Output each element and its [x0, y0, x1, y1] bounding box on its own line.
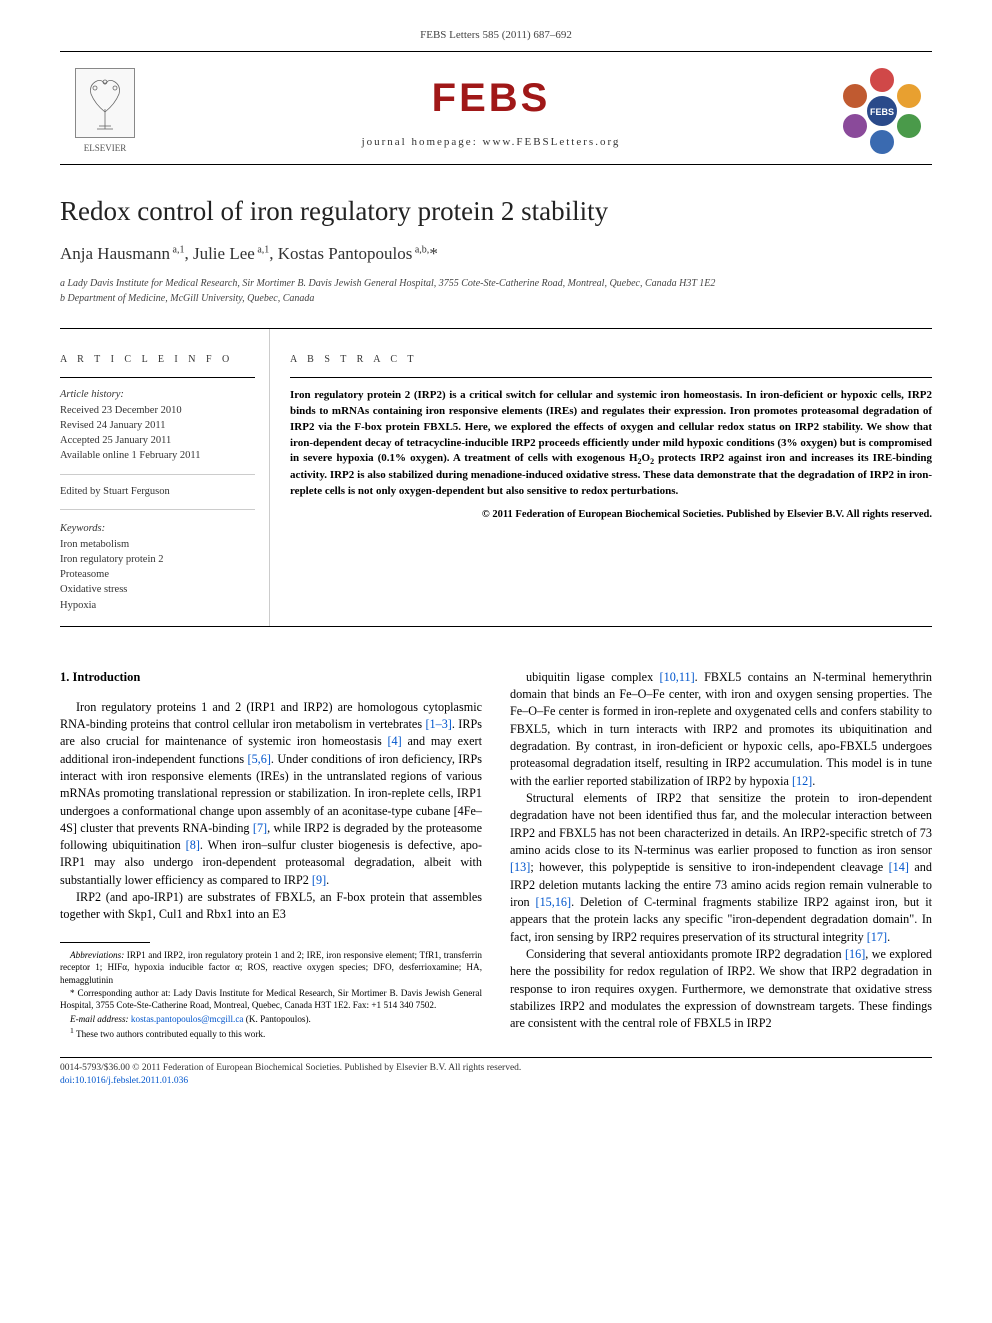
ref-13[interactable]: [13]: [510, 860, 530, 874]
abstract-label: A B S T R A C T: [290, 341, 932, 373]
svg-text:FEBS: FEBS: [870, 107, 894, 117]
footnote-rule: [60, 942, 150, 943]
abstract-copyright: © 2011 Federation of European Biochemica…: [290, 508, 932, 522]
footnote-corresp: * Corresponding author at: Lady Davis In…: [60, 987, 482, 1012]
history-online: Available online 1 February 2011: [60, 449, 255, 463]
author-1: Anja Hausmann: [60, 244, 170, 263]
paragraph-4: Considering that several antioxidants pr…: [510, 946, 932, 1033]
journal-reference: FEBS Letters 585 (2011) 687–692: [60, 28, 932, 43]
ref-7[interactable]: [7]: [253, 821, 267, 835]
history-accepted: Accepted 25 January 2011: [60, 434, 255, 448]
article-info-panel: A R T I C L E I N F O Article history: R…: [60, 329, 270, 626]
info-abstract-row: A R T I C L E I N F O Article history: R…: [60, 328, 932, 627]
footnote-equal: 1 These two authors contributed equally …: [60, 1026, 482, 1040]
ref-1-3[interactable]: [1–3]: [425, 717, 451, 731]
ref-5-6[interactable]: [5,6]: [248, 752, 271, 766]
affiliation-b: b Department of Medicine, McGill Univers…: [60, 291, 932, 306]
history-received: Received 23 December 2010: [60, 404, 255, 418]
elsevier-tree-icon: [75, 68, 135, 138]
author-2: Julie Lee: [193, 244, 255, 263]
ref-10-11[interactable]: [10,11]: [660, 670, 695, 684]
author-1-affil: a,1: [170, 245, 184, 256]
ref-12[interactable]: [12]: [792, 774, 812, 788]
history-label: Article history:: [60, 388, 255, 402]
journal-homepage: journal homepage: www.FEBSLetters.org: [150, 135, 832, 150]
paragraph-3: Structural elements of IRP2 that sensiti…: [510, 790, 932, 946]
article-body: 1. Introduction Iron regulatory proteins…: [60, 669, 932, 1041]
email-label: E-mail address:: [70, 1014, 129, 1024]
keyword-3: Proteasome: [60, 568, 255, 582]
email-who: (K. Pantopoulos).: [246, 1014, 311, 1024]
author-list: Anja Hausmann a,1, Julie Lee a,1, Kostas…: [60, 243, 932, 266]
affiliations: a Lady Davis Institute for Medical Resea…: [60, 276, 932, 306]
paragraph-2: IRP2 (and apo-IRP1) are substrates of FB…: [60, 889, 482, 924]
febs-logo-icon: FEBS: [832, 66, 932, 156]
abstract-text: Iron regulatory protein 2 (IRP2) is a cr…: [290, 388, 932, 500]
footer-copyright: 0014-5793/$36.00 © 2011 Federation of Eu…: [60, 1062, 932, 1075]
history-revised: Revised 24 January 2011: [60, 419, 255, 433]
ref-15-16[interactable]: [15,16]: [536, 895, 572, 909]
article-title: Redox control of iron regulatory protein…: [60, 193, 932, 229]
keyword-5: Hypoxia: [60, 599, 255, 613]
edited-by: Edited by Stuart Ferguson: [60, 485, 255, 499]
elsevier-logo: ELSEVIER: [60, 68, 150, 154]
footnotes: Abbreviations: IRP1 and IRP2, iron regul…: [60, 942, 482, 1041]
keywords-label: Keywords:: [60, 522, 255, 536]
paragraph-2b: ubiquitin ligase complex [10,11]. FBXL5 …: [510, 669, 932, 790]
ref-14[interactable]: [14]: [889, 860, 909, 874]
page-footer: 0014-5793/$36.00 © 2011 Federation of Eu…: [60, 1057, 932, 1088]
ref-4[interactable]: [4]: [388, 734, 402, 748]
ref-17[interactable]: [17]: [867, 930, 887, 944]
email-link[interactable]: kostas.pantopoulos@mcgill.ca: [131, 1014, 244, 1024]
keyword-4: Oxidative stress: [60, 583, 255, 597]
author-2-affil: a,1: [255, 245, 269, 256]
footnote-email: E-mail address: kostas.pantopoulos@mcgil…: [60, 1013, 482, 1025]
intro-heading: 1. Introduction: [60, 669, 482, 687]
author-3-affil: a,b,: [412, 245, 429, 256]
journal-header: ELSEVIER FEBS journal homepage: www.FEBS…: [60, 51, 932, 165]
corresponding-marker: *: [429, 244, 438, 263]
keyword-2: Iron regulatory protein 2: [60, 553, 255, 567]
footer-doi[interactable]: doi:10.1016/j.febslet.2011.01.036: [60, 1075, 932, 1088]
journal-title-block: FEBS journal homepage: www.FEBSLetters.o…: [150, 71, 832, 150]
ref-8[interactable]: [8]: [186, 838, 200, 852]
footnote-abbrev: Abbreviations: IRP1 and IRP2, iron regul…: [60, 949, 482, 986]
article-info-label: A R T I C L E I N F O: [60, 341, 255, 373]
ref-9[interactable]: [9]: [312, 873, 326, 887]
keyword-1: Iron metabolism: [60, 538, 255, 552]
abstract-panel: A B S T R A C T Iron regulatory protein …: [270, 329, 932, 626]
ref-16[interactable]: [16]: [845, 947, 865, 961]
author-3: Kostas Pantopoulos: [278, 244, 413, 263]
elsevier-label: ELSEVIER: [84, 142, 127, 154]
febs-wordmark: FEBS: [150, 71, 832, 125]
paragraph-1: Iron regulatory proteins 1 and 2 (IRP1 a…: [60, 699, 482, 890]
affiliation-a: a Lady Davis Institute for Medical Resea…: [60, 276, 932, 291]
